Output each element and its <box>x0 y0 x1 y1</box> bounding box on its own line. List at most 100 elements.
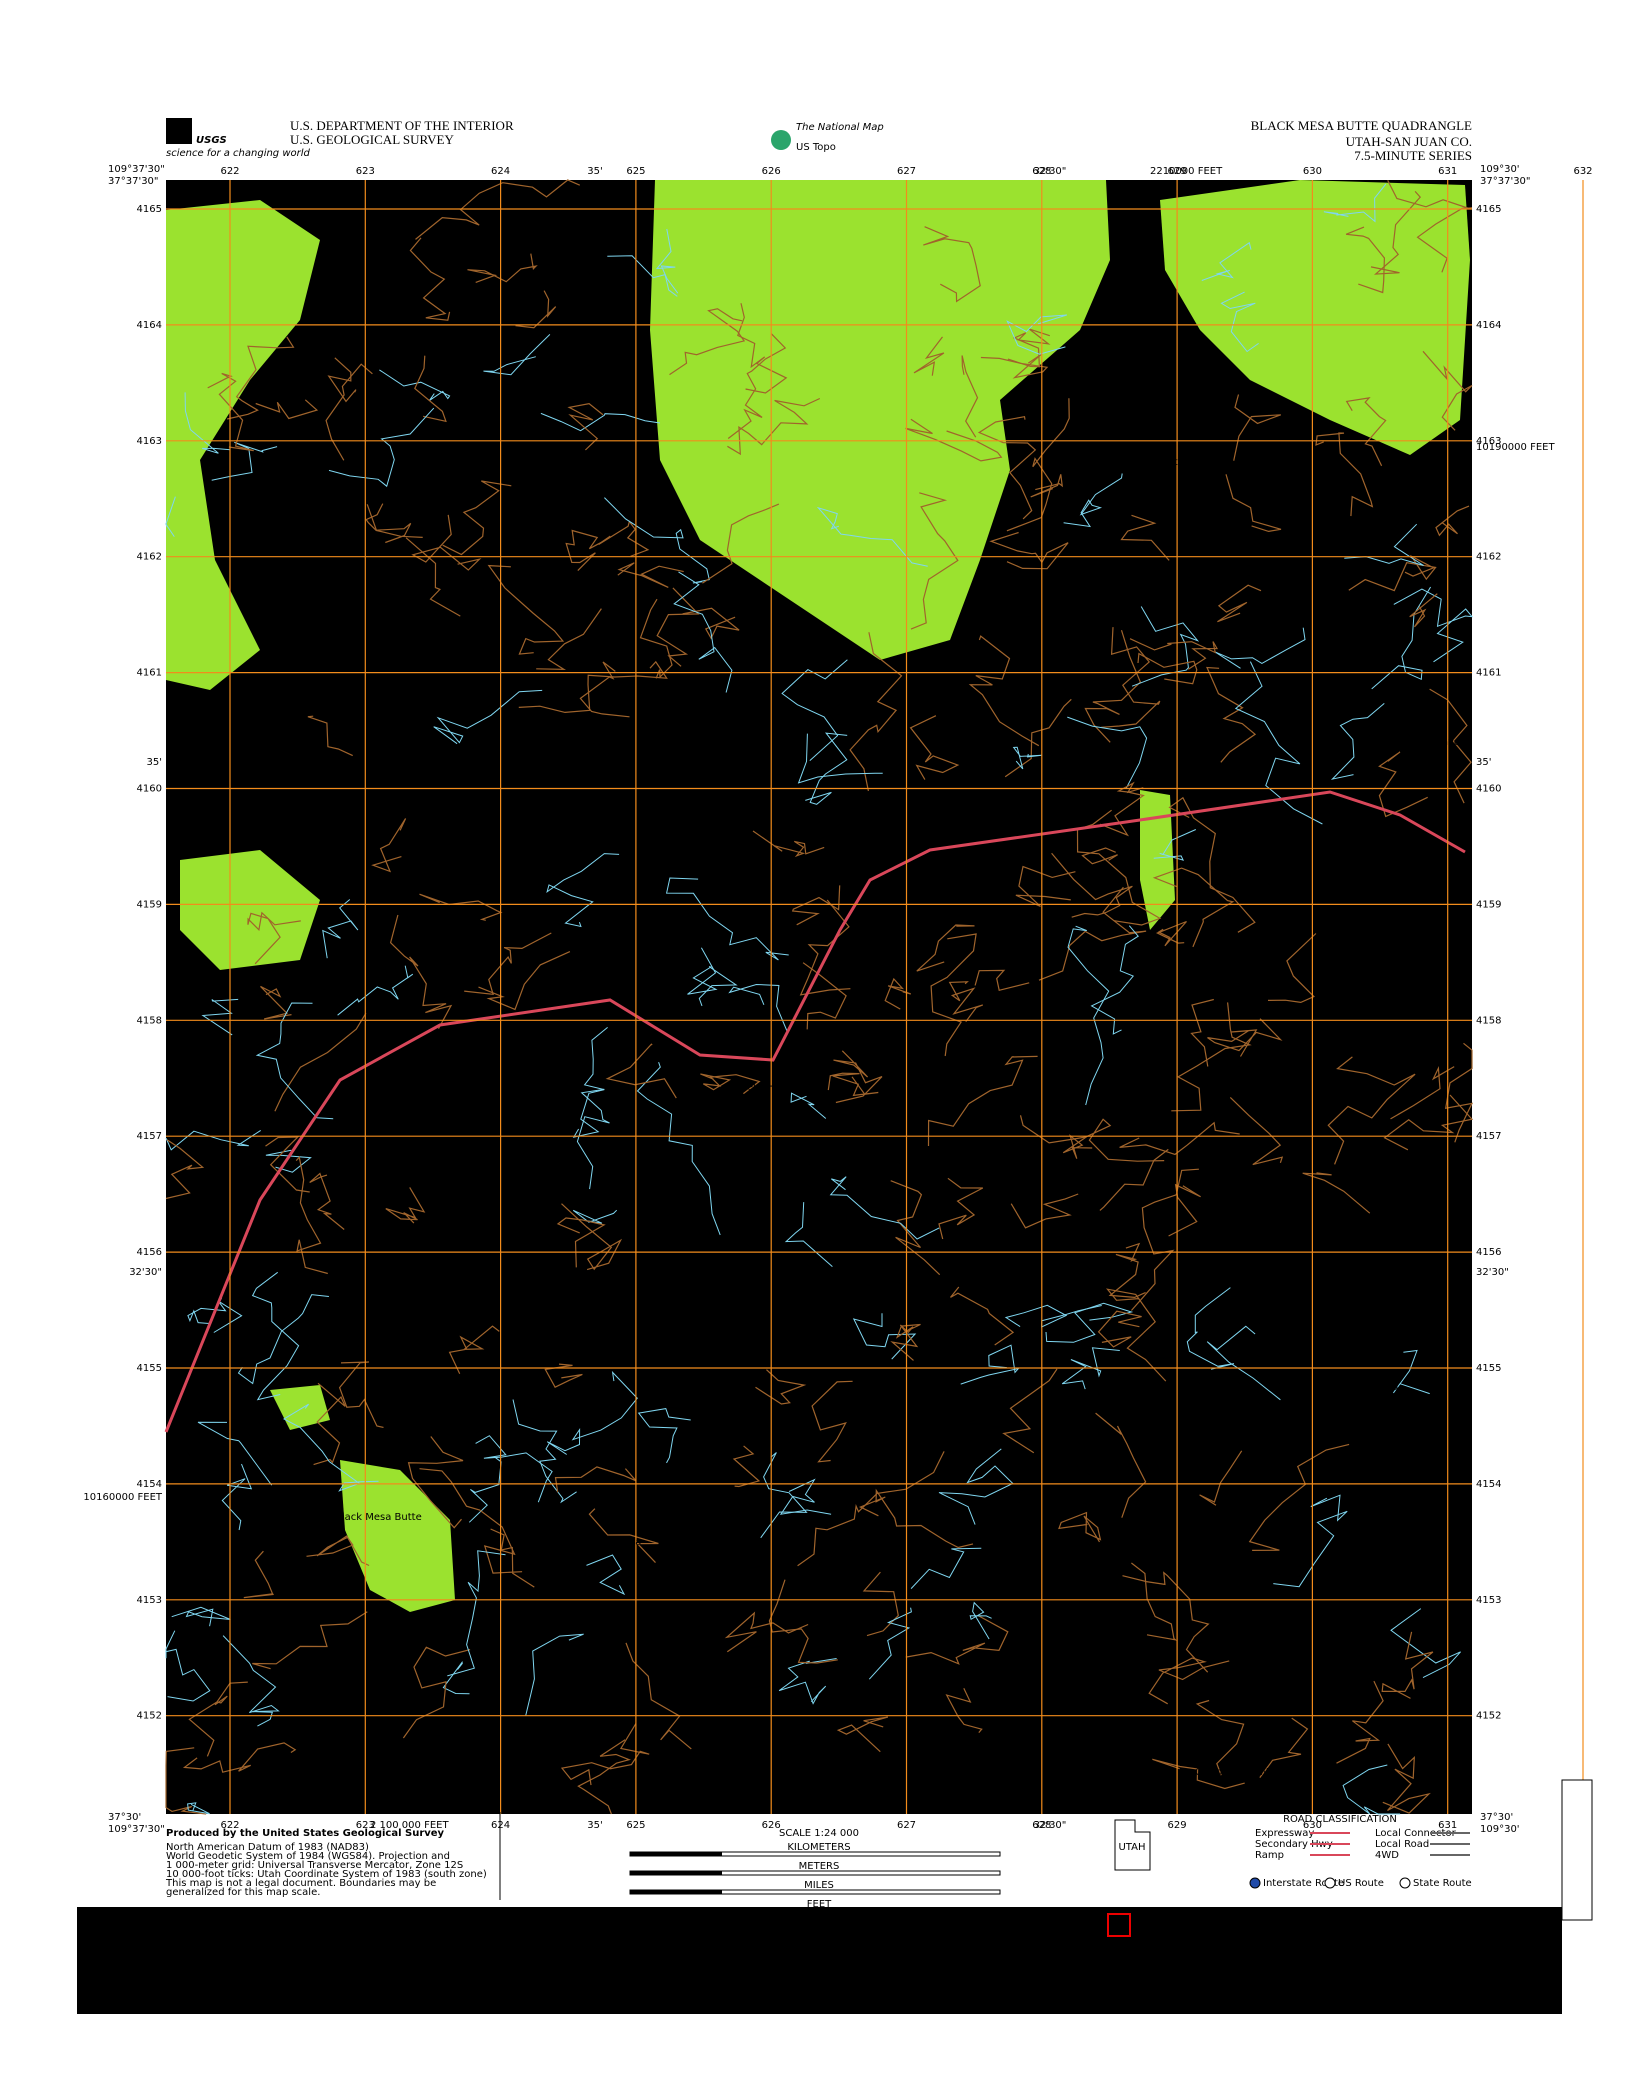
stream <box>1342 1764 1401 1815</box>
northing-label: 4157 <box>137 1131 162 1142</box>
stream <box>1061 1347 1120 1390</box>
barcode <box>1561 1779 1593 1921</box>
easting-label: 628 <box>1032 166 1051 177</box>
map-note: This map is not a legal document. Bounda… <box>165 1878 436 1889</box>
contour <box>1097 1310 1142 1348</box>
easting-label: 631 <box>1438 1820 1457 1831</box>
contour <box>1302 1172 1371 1214</box>
contour <box>977 416 1037 520</box>
contour <box>309 1172 345 1230</box>
road-class-title: ROAD CLASSIFICATION <box>1283 1814 1397 1825</box>
contour <box>811 1380 853 1463</box>
contour <box>910 492 959 630</box>
map-note: generalized for this map scale. <box>166 1887 320 1898</box>
stream <box>604 497 710 584</box>
corner-coordinate: 109°30' <box>1480 164 1520 175</box>
road-type: Local Connector <box>1375 1828 1457 1839</box>
stream <box>475 1435 553 1503</box>
contour <box>732 1445 761 1488</box>
contour <box>727 333 787 439</box>
contour <box>1084 630 1142 743</box>
stream <box>1006 314 1067 355</box>
contour <box>1315 432 1374 517</box>
contour <box>407 1436 464 1529</box>
route-type: State Route <box>1413 1878 1472 1889</box>
contour <box>1390 1066 1455 1120</box>
stream <box>687 947 738 1007</box>
stream <box>1067 925 1110 1106</box>
contour <box>1131 1562 1178 1641</box>
usgs-logo-mark <box>166 118 192 144</box>
contour <box>1119 1121 1240 1156</box>
labels: USGS science for a changing world U.S. DEP… <box>165 118 1472 1914</box>
contour <box>419 1468 523 1574</box>
contour <box>961 355 979 438</box>
northing-label: 4152 <box>137 1711 162 1722</box>
northing-label: 4152 <box>1476 1711 1501 1722</box>
contour <box>405 537 461 617</box>
stream <box>1393 588 1474 663</box>
contour <box>536 608 602 671</box>
contour <box>1378 751 1428 818</box>
stream <box>165 1129 261 1151</box>
scale-bar-fill <box>630 1871 722 1875</box>
contour <box>448 1325 500 1375</box>
stream <box>540 412 661 432</box>
contour <box>565 529 611 572</box>
feet-label: 2210000 FEET <box>1150 166 1223 177</box>
contour <box>669 308 746 376</box>
stream <box>816 506 928 567</box>
road-type: 4WD <box>1375 1850 1399 1861</box>
contour <box>1168 796 1256 933</box>
stream <box>1273 1494 1348 1588</box>
contour <box>727 397 821 456</box>
easting-label: 627 <box>897 166 916 177</box>
stream <box>673 571 733 693</box>
producer: Produced by the United States Geological… <box>166 1828 445 1839</box>
easting-label: 624 <box>491 166 510 177</box>
contour <box>1171 1002 1252 1112</box>
contour <box>1015 865 1076 907</box>
utm-grid: 622 622 623 623 624 624 625 625 626 626 627 627 628 6… <box>83 164 1592 1835</box>
contour <box>755 1369 807 1405</box>
contour <box>1327 1056 1416 1165</box>
stream <box>665 877 789 961</box>
contour <box>858 1488 974 1549</box>
contour <box>598 520 650 557</box>
stream <box>483 334 551 376</box>
contour <box>724 1611 809 1653</box>
stream <box>255 1002 334 1120</box>
contour <box>1101 627 1161 728</box>
scale-bar-fill <box>630 1890 722 1894</box>
contour <box>913 336 945 376</box>
contour <box>464 932 552 995</box>
contour <box>490 1528 535 1588</box>
stream <box>829 1176 940 1240</box>
agency: U.S. DEPARTMENT OF THE INTERIOR <box>290 118 514 133</box>
contour <box>1002 1368 1058 1454</box>
contour <box>1336 1680 1384 1764</box>
corner-coordinate: 37°37'30" <box>108 176 159 187</box>
contour <box>1422 350 1473 431</box>
contour <box>389 914 453 1029</box>
road-type: Secondary Hwy <box>1255 1839 1333 1850</box>
stream <box>379 369 451 401</box>
easting-label: 630 <box>1303 1820 1322 1831</box>
easting-label: 623 <box>356 166 375 177</box>
stream <box>586 1554 626 1596</box>
place-name: White Mesa <box>1340 1382 1398 1393</box>
contour <box>1229 1096 1284 1166</box>
northing-label: 4156 <box>1476 1247 1501 1258</box>
easting-label: 625 <box>626 1820 645 1831</box>
contour <box>415 179 581 240</box>
contour <box>1207 1018 1283 1057</box>
stream <box>442 1661 470 1695</box>
contour <box>366 504 412 544</box>
contour <box>737 303 788 394</box>
contour <box>567 403 604 451</box>
northing-label: 4164 <box>1476 320 1501 331</box>
map-note: World Geodetic System of 1984 (WGS84). P… <box>166 1851 450 1862</box>
minute-label: 32'30" <box>129 1267 162 1278</box>
minute-label: 32'30" <box>1476 1267 1509 1278</box>
stream <box>1063 473 1123 528</box>
